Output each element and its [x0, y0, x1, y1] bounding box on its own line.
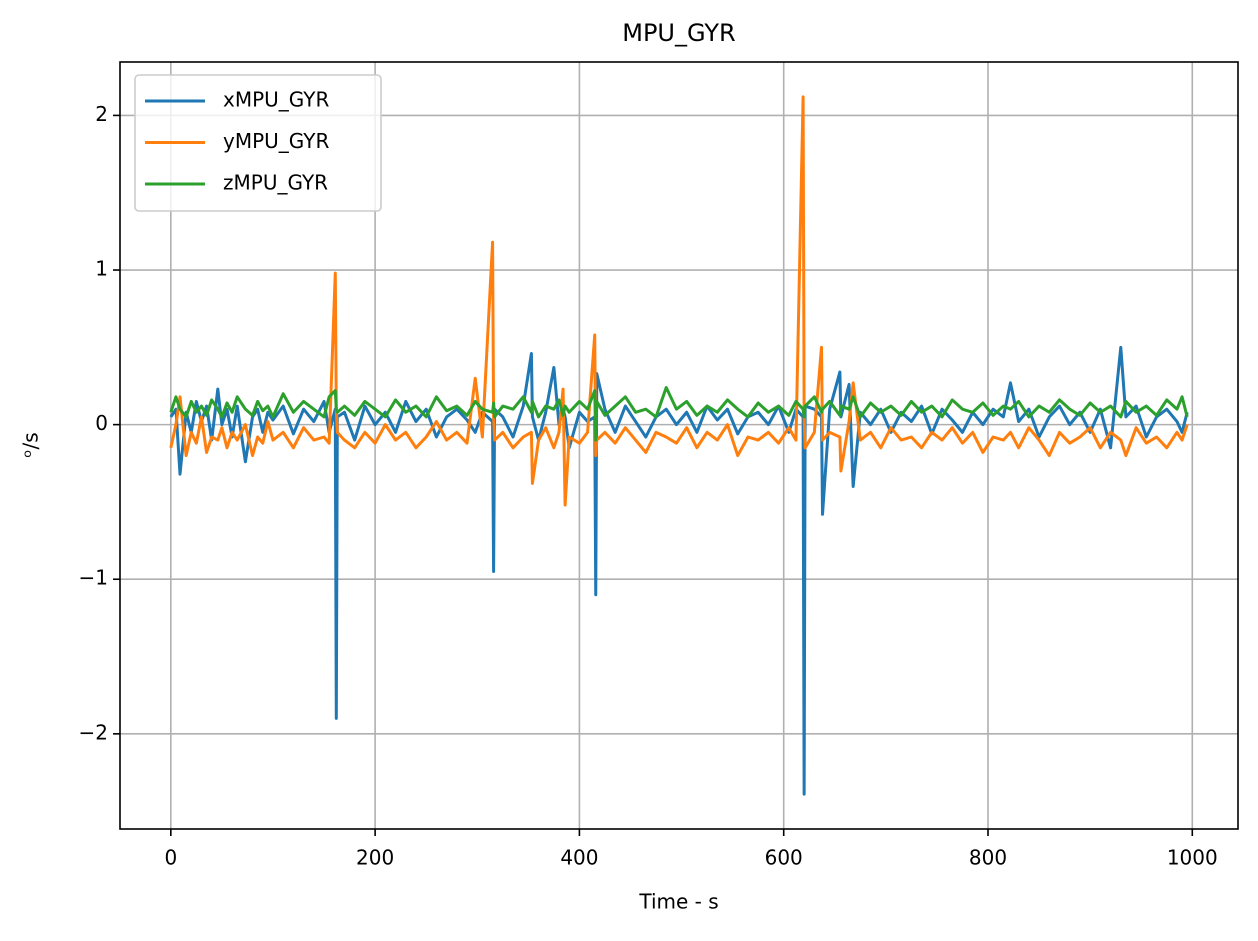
- data-line: [169, 386, 1189, 442]
- y-axis-label: ᵒ/s: [19, 432, 43, 457]
- chart-title: MPU_GYR: [622, 19, 735, 47]
- x-axis-label: Time - s: [638, 890, 718, 914]
- x-tick-label: 200: [356, 846, 394, 870]
- x-tick-label: 600: [765, 846, 803, 870]
- x-tick-label: 400: [560, 846, 598, 870]
- x-tick-label: 0: [164, 846, 177, 870]
- data-line: [169, 345, 1189, 796]
- legend-box: [134, 74, 382, 212]
- x-tick-label: 800: [969, 846, 1007, 870]
- legend-label: xMPU_GYR: [223, 88, 330, 112]
- y-tick-label: 1: [95, 257, 108, 281]
- legend-label: zMPU_GYR: [223, 171, 328, 195]
- y-tick-label: 2: [95, 102, 108, 126]
- plot-frame: [119, 61, 1239, 830]
- x-tick-label: 1000: [1167, 846, 1218, 870]
- data-line: [169, 95, 1189, 507]
- legend-label: yMPU_GYR: [223, 129, 330, 153]
- y-tick-label: 0: [95, 411, 108, 435]
- y-tick-label: −1: [79, 566, 108, 590]
- y-tick-label: −2: [79, 720, 108, 744]
